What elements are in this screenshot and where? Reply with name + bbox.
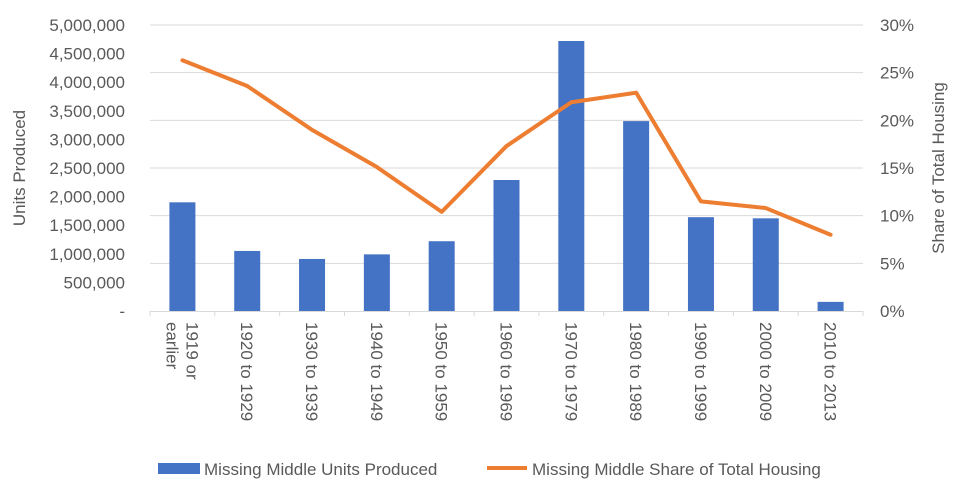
x-tick-label: 1930 to 1939 — [302, 322, 321, 421]
x-tick-label: 1960 to 1969 — [497, 322, 516, 421]
bar — [558, 41, 584, 311]
right-tick-label: 30% — [880, 16, 914, 35]
left-tick-label: 2,500,000 — [49, 159, 125, 178]
bar — [753, 218, 779, 311]
x-tick-label: 1950 to 1959 — [432, 322, 451, 421]
bar-series — [169, 41, 843, 311]
left-tick-label: 500,000 — [64, 273, 125, 292]
right-axis-title: Share of Total Housing — [929, 82, 948, 254]
bar — [494, 180, 520, 311]
bar — [429, 241, 455, 311]
legend-bar-swatch — [158, 463, 200, 474]
left-tick-label: 5,000,000 — [49, 16, 125, 35]
left-tick-label: 4,500,000 — [49, 45, 125, 64]
bar — [234, 251, 260, 311]
x-tick-label: 2000 to 2009 — [756, 322, 775, 421]
bar — [169, 202, 195, 311]
x-tick-label: 1970 to 1979 — [561, 322, 580, 421]
left-tick-label: - — [119, 302, 125, 321]
left-axis-title: Units Produced — [10, 110, 29, 226]
left-tick-label: 4,000,000 — [49, 73, 125, 92]
right-tick-label: 0% — [880, 302, 905, 321]
x-tick-label: 1990 to 1999 — [691, 322, 710, 421]
bar — [688, 217, 714, 311]
left-tick-label: 1,500,000 — [49, 216, 125, 235]
legend: Missing Middle Units Produced Missing Mi… — [158, 460, 821, 479]
x-tick-label: 1980 to 1989 — [626, 322, 645, 421]
right-tick-label: 5% — [880, 254, 905, 273]
x-tick-label: 2010 to 2013 — [821, 322, 840, 421]
x-axis: 1919 orearlier 1920 to 1929 1930 to 1939 19… — [150, 311, 863, 421]
right-axis-ticks: 0% 5% 10% 15% 20% 25% 30% — [880, 16, 914, 321]
right-tick-label: 20% — [880, 111, 914, 130]
bar — [818, 302, 844, 311]
left-tick-label: 3,000,000 — [49, 130, 125, 149]
left-axis-ticks: - 500,000 1,000,000 1,500,000 2,000,000 2,500… — [49, 16, 125, 321]
bar — [299, 259, 325, 311]
right-tick-label: 15% — [880, 159, 914, 178]
left-tick-label: 2,000,000 — [49, 188, 125, 207]
legend-bar-label: Missing Middle Units Produced — [204, 460, 437, 479]
bar — [623, 121, 649, 311]
left-tick-label: 1,000,000 — [49, 245, 125, 264]
x-tick-label: 1940 to 1949 — [367, 322, 386, 421]
bar — [364, 254, 390, 311]
x-tick-label: 1919 orearlier — [162, 322, 201, 380]
legend-line-label: Missing Middle Share of Total Housing — [532, 460, 821, 479]
right-tick-label: 10% — [880, 207, 914, 226]
x-tick-label: 1920 to 1929 — [237, 322, 256, 421]
right-tick-label: 25% — [880, 64, 914, 83]
left-tick-label: 3,500,000 — [49, 102, 125, 121]
